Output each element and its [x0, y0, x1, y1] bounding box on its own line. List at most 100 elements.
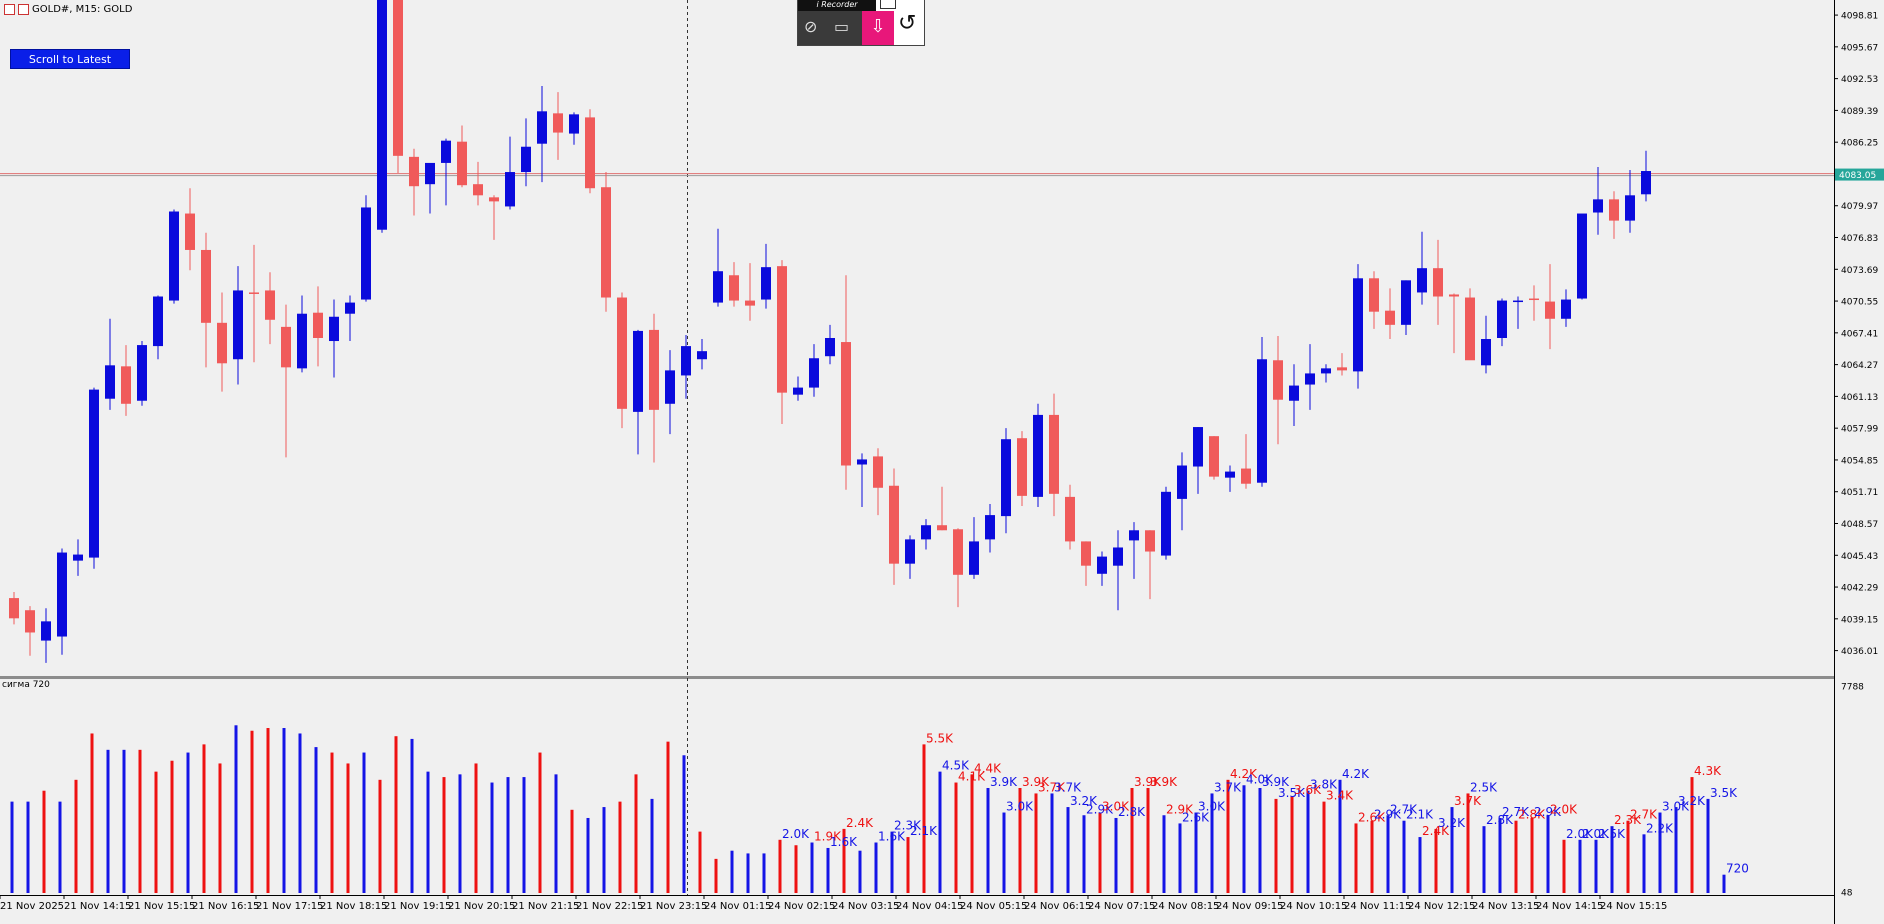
x-tick-label: 24 Nov 15:15	[1600, 901, 1667, 912]
candle-body	[41, 621, 51, 641]
candle-body	[1401, 280, 1411, 325]
candle-body	[73, 554, 83, 561]
volume-tick-label: 7788	[1841, 683, 1864, 693]
volume-bar	[554, 774, 558, 893]
volume-label: 3.5K	[1710, 786, 1738, 800]
candle-body	[841, 342, 851, 466]
candle-body	[1081, 541, 1091, 566]
candle-body	[297, 313, 307, 369]
y-tick-label: 4095.67	[1841, 43, 1878, 53]
volume-bar	[234, 725, 238, 893]
scroll-to-latest-button[interactable]: Scroll to Latest	[10, 49, 130, 69]
volume-bar	[26, 801, 30, 893]
volume-bar	[218, 763, 222, 893]
candle	[937, 486, 947, 531]
hide-eye-icon[interactable]: ⊘	[804, 17, 818, 36]
volume-bar	[1642, 834, 1646, 893]
candle-body	[937, 525, 947, 531]
candle	[1529, 285, 1539, 321]
candle	[25, 606, 35, 656]
y-tick-label: 4036.01	[1841, 647, 1878, 657]
candle	[1257, 336, 1267, 487]
volume-bar	[186, 752, 190, 893]
volume-bar	[1418, 837, 1422, 893]
volume-bar	[442, 777, 446, 893]
candle-body	[1033, 414, 1043, 497]
candle	[649, 313, 659, 463]
candle-body	[953, 529, 963, 575]
recorder-widget[interactable]: i Recorder ⊘ ▭ ⇩ ↺	[797, 0, 925, 46]
x-tick-label: 21 Nov 21:15	[512, 901, 579, 912]
undo-icon[interactable]: ↺	[898, 11, 917, 36]
candle	[89, 387, 99, 569]
volume-bar	[1482, 826, 1486, 893]
volume-label: 5.5K	[926, 731, 954, 745]
candle-body	[249, 292, 259, 294]
x-tick-label: 24 Nov 07:15	[1088, 901, 1155, 912]
candle-body	[1177, 465, 1187, 499]
candle-body	[553, 113, 563, 133]
volume-bar	[1450, 807, 1454, 893]
candle-body	[1161, 491, 1171, 556]
x-tick-label: 21 Nov 22:15	[576, 901, 643, 912]
x-tick-label: 24 Nov 11:15	[1344, 901, 1411, 912]
y-tick-label: 4086.25	[1841, 139, 1878, 149]
volume-label: 3.0K	[1102, 800, 1130, 814]
volume-bar	[1594, 839, 1598, 893]
volume-label: 2.8K	[1518, 808, 1546, 822]
x-tick-label: 21 Nov 17:15	[256, 901, 323, 912]
candle	[1209, 436, 1219, 480]
candle	[1321, 364, 1331, 383]
candle	[889, 468, 899, 585]
candle	[793, 376, 803, 401]
x-tick-label: 21 Nov 20:15	[448, 901, 515, 912]
candle	[1401, 280, 1411, 335]
volume-bar	[490, 782, 494, 893]
candle-body	[521, 146, 531, 173]
volume-bar	[506, 777, 510, 893]
candle	[921, 519, 931, 550]
volume-label: 3.9K	[1134, 775, 1162, 789]
x-tick-label: 21 Nov 16:15	[192, 901, 259, 912]
volume-bar	[826, 847, 830, 893]
y-tick-label: 4054.85	[1841, 456, 1878, 466]
volume-label: 2.7K	[1390, 802, 1418, 816]
candle-body	[377, 0, 387, 230]
indicator-title: сигма 720	[2, 680, 50, 690]
candle	[1161, 486, 1171, 560]
download-icon[interactable]: ⇩	[862, 11, 894, 45]
volume-bar	[970, 774, 974, 893]
volume-label: 3.9K	[1022, 775, 1050, 789]
x-tick-label: 24 Nov 10:15	[1280, 901, 1347, 912]
candle	[521, 118, 531, 187]
candle	[1417, 231, 1427, 305]
volume-bar	[570, 809, 574, 893]
candle-body	[1273, 360, 1283, 400]
volume-bar	[58, 801, 62, 893]
volume-bar	[1434, 828, 1438, 893]
x-tick-label: 21 Nov 18:15	[320, 901, 387, 912]
candle-body	[1065, 496, 1075, 542]
volume-bar	[858, 850, 862, 893]
chart-menu-icon[interactable]	[4, 4, 15, 15]
volume-bar	[1178, 823, 1182, 893]
candle	[1449, 293, 1459, 354]
candle	[585, 109, 595, 194]
candle-body	[1449, 294, 1459, 297]
x-tick-label: 21 Nov 23:15	[640, 901, 707, 912]
recorder-window-icon[interactable]	[880, 0, 896, 9]
volume-bar	[362, 752, 366, 893]
monitor-icon[interactable]: ▭	[834, 17, 850, 36]
candle-body	[409, 156, 419, 187]
volume-bar	[1050, 793, 1054, 893]
volume-label: 2.8K	[1486, 813, 1514, 827]
candle	[121, 345, 131, 416]
volume-label: 3.0K	[1198, 800, 1226, 814]
trade-icon[interactable]	[18, 4, 29, 15]
volume-bar	[1066, 807, 1070, 893]
volume-label: 3.2K	[1438, 816, 1466, 830]
candle-body	[121, 366, 131, 404]
candle-body	[1529, 298, 1539, 301]
candle-body	[569, 114, 579, 134]
